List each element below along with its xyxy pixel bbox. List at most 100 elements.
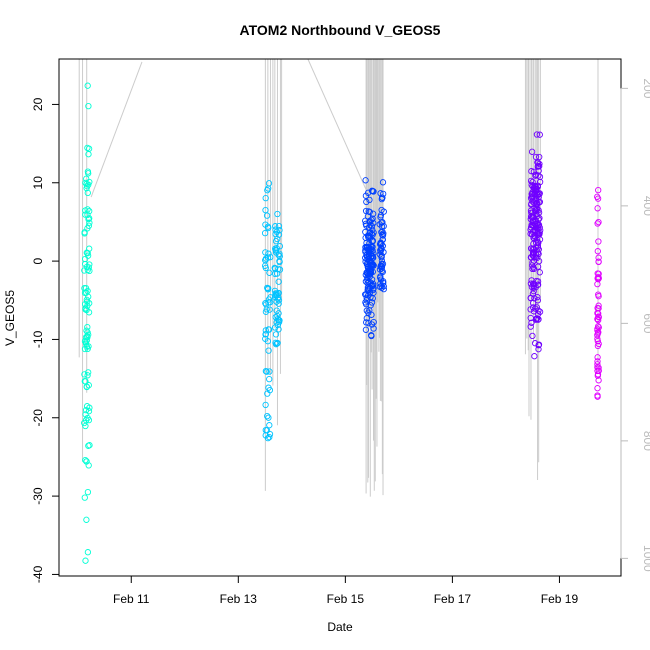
data-point — [595, 238, 602, 245]
data-point — [82, 557, 89, 564]
data-point — [265, 326, 272, 333]
data-point — [535, 342, 542, 349]
data-point — [84, 249, 91, 257]
data-point — [267, 253, 274, 261]
data-point — [366, 270, 373, 278]
data-point — [594, 280, 601, 288]
profile-connector-line — [90, 61, 143, 198]
data-point — [363, 222, 370, 229]
data-point — [365, 286, 372, 293]
y-tick-label: 10 — [31, 176, 45, 190]
data-point — [379, 232, 387, 239]
data-point — [536, 173, 544, 181]
data-point — [264, 338, 272, 345]
data-point — [535, 307, 542, 314]
data-point — [262, 367, 270, 375]
data-point — [263, 368, 270, 375]
data-point — [84, 323, 91, 331]
data-point — [595, 186, 602, 194]
data-point — [362, 177, 369, 184]
data-point — [594, 304, 601, 312]
data-point — [366, 230, 373, 237]
data-point — [368, 321, 376, 328]
data-point — [595, 275, 602, 282]
data-point — [275, 278, 282, 285]
data-point — [83, 516, 90, 523]
data-point — [262, 308, 270, 315]
data-point — [380, 283, 387, 290]
data-point — [370, 285, 377, 292]
data-point — [536, 131, 543, 138]
data-point — [82, 207, 89, 214]
data-point — [81, 494, 88, 501]
data-point — [264, 412, 271, 420]
data-point — [275, 326, 282, 333]
data-point — [535, 346, 542, 353]
data-point — [366, 196, 373, 204]
data-point — [534, 278, 542, 285]
data-point — [365, 208, 372, 215]
data-point — [266, 433, 273, 441]
data-point — [276, 243, 284, 250]
data-point — [81, 371, 88, 378]
data-point — [594, 354, 601, 361]
data-point — [380, 190, 387, 198]
data-point — [83, 383, 90, 391]
y-tick-label: -40 — [31, 565, 45, 583]
data-point — [536, 153, 543, 161]
data-point — [369, 238, 376, 245]
data-point — [366, 218, 373, 226]
data-point — [86, 207, 93, 215]
data-point — [530, 287, 537, 295]
data-point — [262, 249, 269, 256]
data-point — [363, 297, 370, 304]
data-point — [262, 426, 269, 434]
data-point — [84, 252, 92, 259]
y-tick-label: -10 — [31, 330, 45, 348]
data-point — [370, 325, 377, 332]
data-point — [272, 245, 279, 252]
data-point — [534, 227, 541, 234]
data-point — [81, 289, 89, 297]
data-point — [531, 353, 538, 360]
data-point — [85, 462, 92, 469]
data-point — [530, 248, 537, 256]
data-point — [276, 257, 283, 265]
data-point — [595, 254, 602, 261]
data-point — [594, 371, 602, 378]
data-point — [275, 222, 283, 230]
data-point — [594, 327, 601, 334]
data-point — [81, 345, 89, 353]
data-point — [534, 293, 541, 301]
data-point — [370, 188, 377, 195]
data-point — [367, 262, 374, 269]
right-tick-label: 1000 — [641, 545, 650, 572]
data-point — [272, 331, 280, 338]
y-axis-label: V_GEOS5 — [3, 290, 17, 346]
data-point — [528, 148, 536, 155]
data-point — [86, 215, 93, 222]
data-point — [376, 221, 383, 228]
data-point — [527, 207, 535, 214]
data-point — [594, 358, 601, 365]
data-point — [535, 231, 542, 238]
data-point — [527, 323, 534, 330]
data-point — [528, 277, 535, 284]
data-point — [265, 347, 272, 354]
data-point — [534, 297, 541, 304]
y-tick-label: -30 — [31, 487, 45, 505]
data-point — [265, 414, 272, 421]
data-point — [527, 306, 534, 313]
data-point — [262, 401, 269, 409]
data-point — [366, 289, 374, 297]
data-point — [362, 258, 369, 265]
data-point — [262, 206, 269, 214]
data-point — [266, 386, 274, 394]
data-point — [272, 270, 279, 278]
data-point — [82, 406, 90, 414]
data-point — [271, 324, 279, 331]
x-axis-label: Date — [327, 620, 353, 634]
data-point — [529, 332, 536, 340]
data-point — [82, 211, 89, 218]
data-point — [529, 193, 536, 200]
